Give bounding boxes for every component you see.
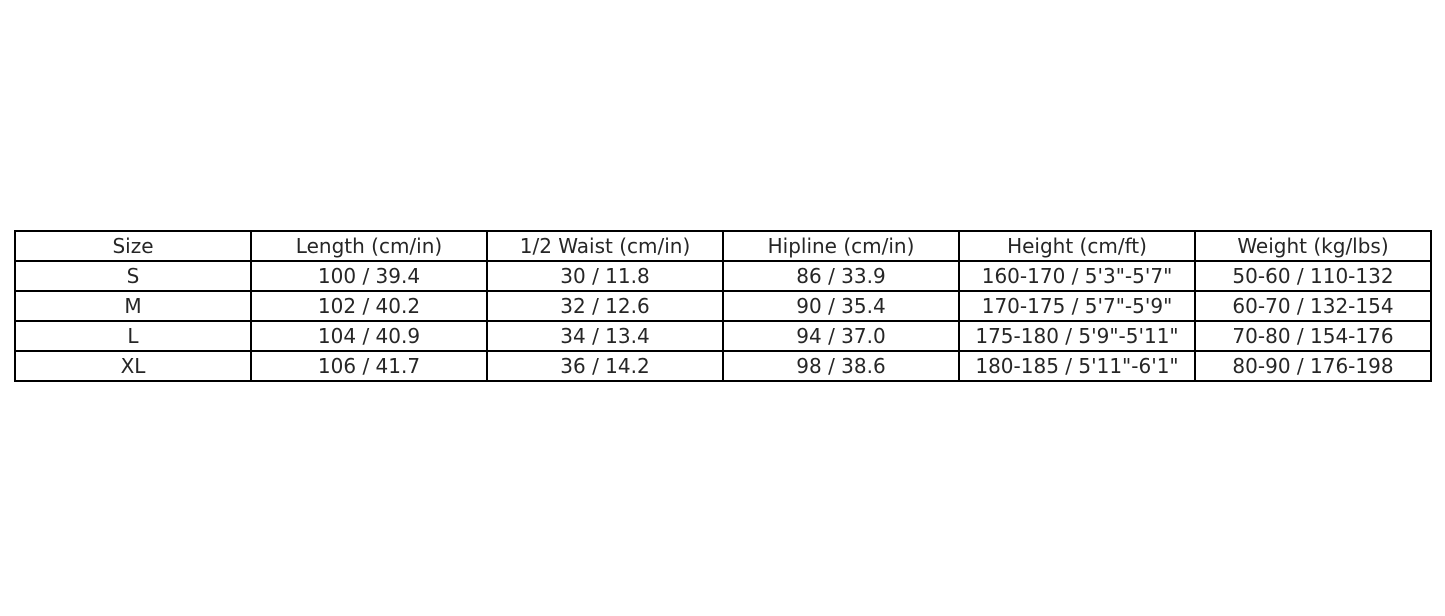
- table-cell: 175-180 / 5'9"-5'11": [958, 320, 1196, 352]
- table-row: L 104 / 40.9 34 / 13.4 94 / 37.0 175-180 / 5…: [14, 320, 1432, 352]
- table-cell: 102 / 40.2: [250, 290, 488, 322]
- column-header: Hipline (cm/in): [722, 230, 960, 262]
- table-cell: 34 / 13.4: [486, 320, 724, 352]
- size-cell: XL: [14, 350, 252, 382]
- table-cell: 80-90 / 176-198: [1194, 350, 1432, 382]
- column-header: Height (cm/ft): [958, 230, 1196, 262]
- column-header: Weight (kg/lbs): [1194, 230, 1432, 262]
- table-cell: 86 / 33.9: [722, 260, 960, 292]
- table-cell: 90 / 35.4: [722, 290, 960, 322]
- size-cell: L: [14, 320, 252, 352]
- table-cell: 36 / 14.2: [486, 350, 724, 382]
- table-cell: 32 / 12.6: [486, 290, 724, 322]
- size-cell: M: [14, 290, 252, 322]
- column-header: Size: [14, 230, 252, 262]
- table-cell: 94 / 37.0: [722, 320, 960, 352]
- table-cell: 106 / 41.7: [250, 350, 488, 382]
- column-header: Length (cm/in): [250, 230, 488, 262]
- table-cell: 50-60 / 110-132: [1194, 260, 1432, 292]
- table-cell: 60-70 / 132-154: [1194, 290, 1432, 322]
- table-cell: 30 / 11.8: [486, 260, 724, 292]
- table-row: M 102 / 40.2 32 / 12.6 90 / 35.4 170-175 / 5…: [14, 290, 1432, 322]
- column-header: 1/2 Waist (cm/in): [486, 230, 724, 262]
- size-chart-header: Size Length (cm/in) 1/2 Waist (cm/in) Hipli…: [14, 230, 1432, 262]
- table-cell: 104 / 40.9: [250, 320, 488, 352]
- size-cell: S: [14, 260, 252, 292]
- table-cell: 160-170 / 5'3"-5'7": [958, 260, 1196, 292]
- table-cell: 98 / 38.6: [722, 350, 960, 382]
- size-chart-body: S 100 / 39.4 30 / 11.8 86 / 33.9 160-170 / 5…: [14, 260, 1432, 382]
- table-cell: 180-185 / 5'11"-6'1": [958, 350, 1196, 382]
- table-cell: 100 / 39.4: [250, 260, 488, 292]
- table-cell: 170-175 / 5'7"-5'9": [958, 290, 1196, 322]
- table-row: S 100 / 39.4 30 / 11.8 86 / 33.9 160-170 / 5…: [14, 260, 1432, 292]
- size-chart-table: Size Length (cm/in) 1/2 Waist (cm/in) Hipli…: [14, 230, 1432, 382]
- table-row: XL 106 / 41.7 36 / 14.2 98 / 38.6 180-185 / …: [14, 350, 1432, 382]
- header-row: Size Length (cm/in) 1/2 Waist (cm/in) Hipli…: [14, 230, 1432, 262]
- table-cell: 70-80 / 154-176: [1194, 320, 1432, 352]
